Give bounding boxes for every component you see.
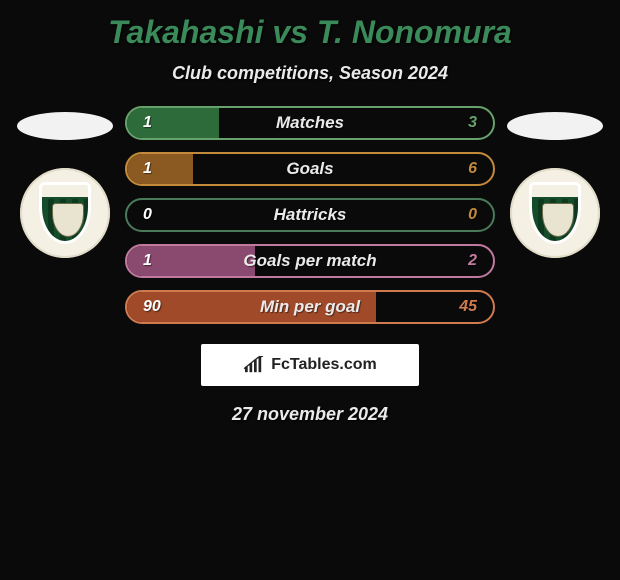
attribution-text: FcTables.com [271,356,377,374]
stat-label: Matches [177,113,443,133]
stat-label: Goals per match [177,251,443,271]
player-left-club-badge [20,168,110,258]
bar-chart-icon [243,356,265,374]
stat-label: Goals [177,159,443,179]
stat-left-value: 1 [127,114,177,132]
main-row: 1Matches31Goals60Hattricks01Goals per ma… [0,102,620,324]
player-right-photo-placeholder [507,112,603,140]
shield-icon [529,182,581,244]
attribution-badge[interactable]: FcTables.com [201,344,419,386]
player-right-club-badge [510,168,600,258]
stat-row: 1Matches3 [125,106,495,140]
stat-row: 1Goals6 [125,152,495,186]
stat-row: 1Goals per match2 [125,244,495,278]
date-label: 27 november 2024 [0,386,620,443]
stat-left-value: 1 [127,252,177,270]
stat-row: 90Min per goal45 [125,290,495,324]
stat-left-value: 90 [127,298,177,316]
stat-left-value: 0 [127,206,177,224]
stats-column: 1Matches31Goals60Hattricks01Goals per ma… [125,102,495,324]
stat-left-value: 1 [127,160,177,178]
page-title: Takahashi vs T. Nonomura [0,8,620,57]
stat-right-value: 45 [443,298,493,316]
player-left [15,102,115,258]
stat-row: 0Hattricks0 [125,198,495,232]
stat-right-value: 0 [443,206,493,224]
stat-label: Min per goal [177,297,443,317]
player-left-photo-placeholder [17,112,113,140]
comparison-card: Takahashi vs T. Nonomura Club competitio… [0,0,620,443]
stat-right-value: 3 [443,114,493,132]
stat-right-value: 2 [443,252,493,270]
stat-label: Hattricks [177,205,443,225]
player-right [505,102,605,258]
stat-right-value: 6 [443,160,493,178]
shield-icon [39,182,91,244]
subtitle: Club competitions, Season 2024 [0,57,620,102]
